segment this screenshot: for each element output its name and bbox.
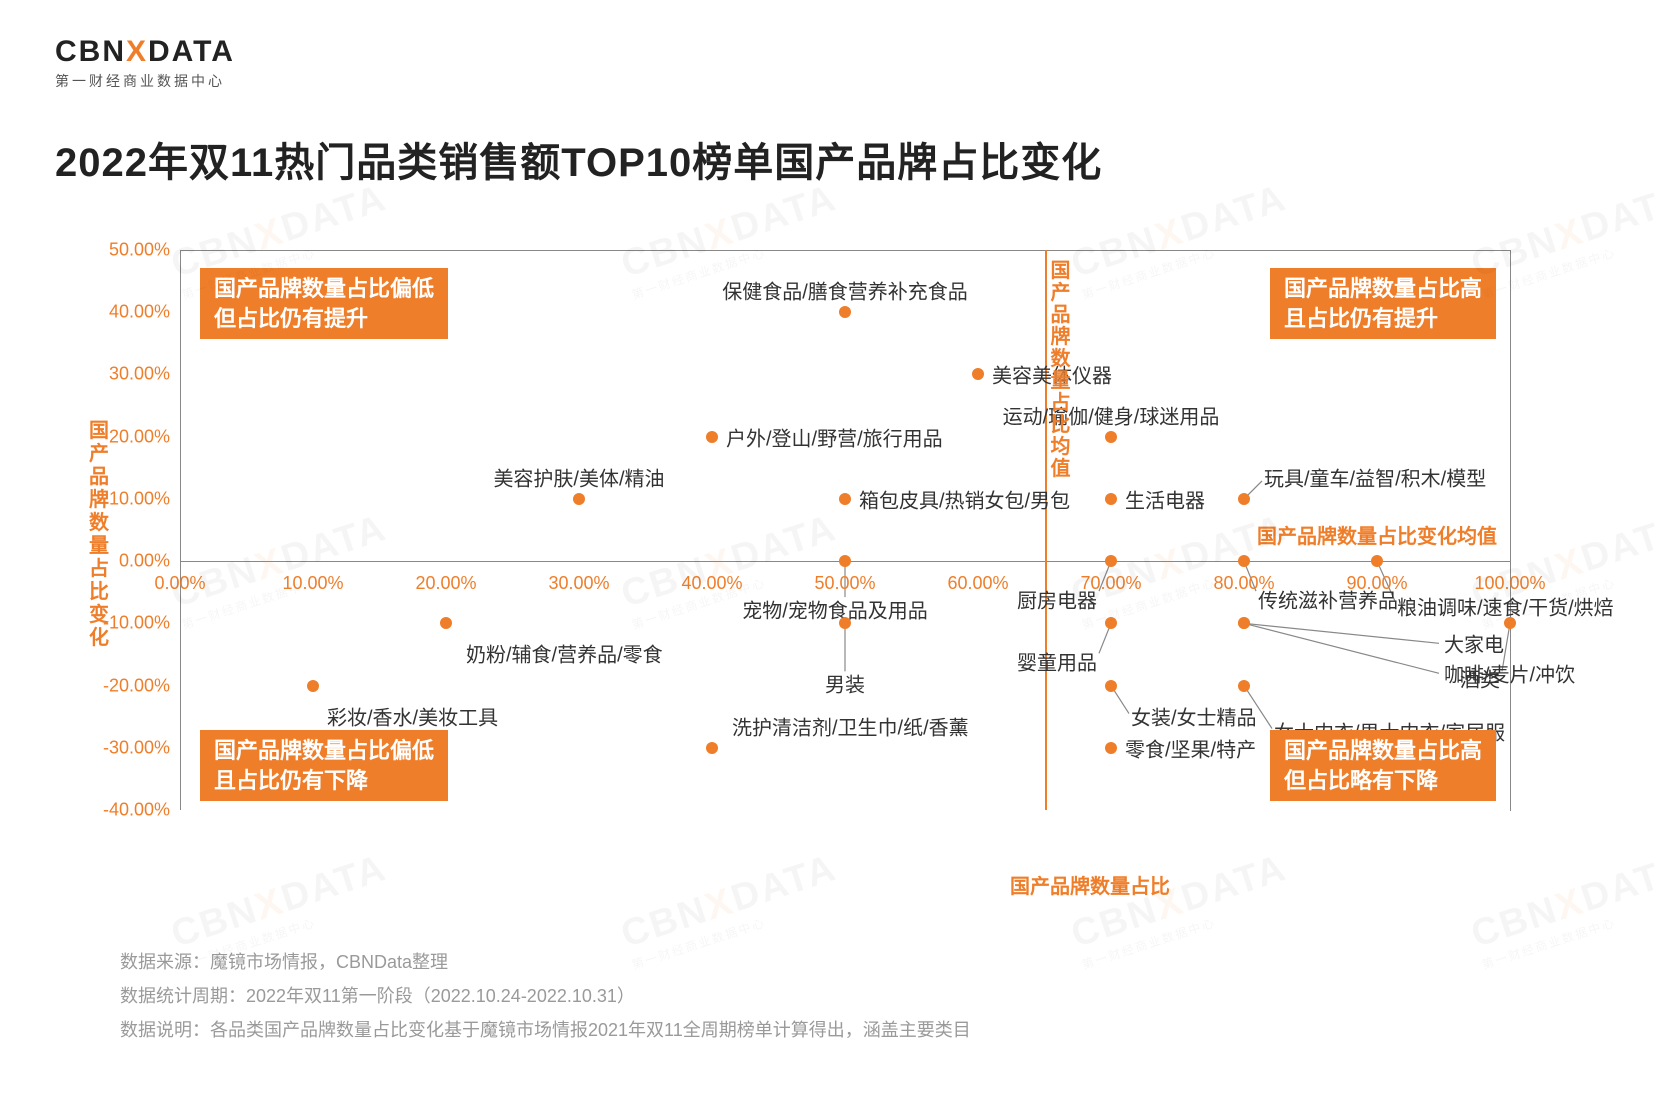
data-point-label: 男装	[825, 669, 865, 698]
data-point	[1105, 617, 1117, 629]
x-tick: 40.00%	[681, 573, 742, 594]
watermark: CBNXDATA第一财经商业数据中心	[1466, 847, 1661, 973]
mean-change-label: 国产品牌数量占比变化均值	[1257, 520, 1497, 549]
data-point-label: 彩妆/香水/美妆工具	[327, 701, 498, 730]
data-point	[440, 617, 452, 629]
x-tick: 20.00%	[415, 573, 476, 594]
data-point	[307, 680, 319, 692]
y-tick: 40.00%	[90, 302, 170, 323]
footer-line: 数据来源：魔镜市场情报，CBNData整理	[120, 945, 971, 979]
data-point-label: 零食/坚果/特产	[1125, 733, 1256, 762]
data-point	[706, 742, 718, 754]
mean-vertical-label: 国产品牌数量占比均值	[1051, 260, 1073, 480]
data-point-label: 大家电	[1444, 629, 1504, 658]
x-tick: 50.00%	[814, 573, 875, 594]
data-point-label: 女装/女士精品	[1131, 701, 1257, 730]
x-tick: 10.00%	[282, 573, 343, 594]
data-point	[839, 306, 851, 318]
data-point	[839, 555, 851, 567]
data-point-label: 保健食品/膳食营养补充食品	[722, 276, 968, 305]
quadrant-label: 国产品牌数量占比高 但占比略有下降	[1270, 730, 1496, 801]
data-point-label: 户外/登山/野营/旅行用品	[726, 422, 943, 451]
data-point-label: 运动/瑜伽/健身/球迷用品	[1003, 400, 1220, 429]
data-point	[573, 493, 585, 505]
data-point-label: 宠物/宠物食品及用品	[742, 595, 928, 624]
data-point	[839, 617, 851, 629]
quadrant-label: 国产品牌数量占比偏低 但占比仍有提升	[200, 268, 448, 339]
page-title: 2022年双11热门品类销售额TOP10榜单国产品牌占比变化	[55, 130, 1102, 188]
data-point-label: 箱包皮具/热销女包/男包	[859, 484, 1070, 513]
data-point-label: 酒类	[1460, 664, 1500, 693]
y-tick: 30.00%	[90, 364, 170, 385]
logo-subtitle: 第一财经商业数据中心	[55, 71, 235, 91]
data-point	[1105, 493, 1117, 505]
footer-line: 数据说明：各品类国产品牌数量占比变化基于魔镜市场情报2021年双11全周期榜单计…	[120, 1013, 971, 1047]
quadrant-label: 国产品牌数量占比高 且占比仍有提升	[1270, 268, 1496, 339]
y-tick: -10.00%	[90, 613, 170, 634]
data-source-footer: 数据来源：魔镜市场情报，CBNData整理 数据统计周期：2022年双11第一阶…	[120, 945, 971, 1048]
x-tick: 0.00%	[154, 573, 205, 594]
logo-text: CBNXDATA	[55, 35, 235, 69]
footer-line: 数据统计周期：2022年双11第一阶段（2022.10.24-2022.10.3…	[120, 979, 971, 1013]
quadrant-label: 国产品牌数量占比偏低 且占比仍有下降	[200, 730, 448, 801]
x-tick: 70.00%	[1080, 573, 1141, 594]
y-tick: 10.00%	[90, 488, 170, 509]
x-tick: 100.00%	[1474, 573, 1545, 594]
x-tick: 30.00%	[548, 573, 609, 594]
data-point	[706, 431, 718, 443]
data-point	[1504, 617, 1516, 629]
data-point-label: 玩具/童车/益智/积木/模型	[1264, 462, 1486, 491]
data-point	[1238, 555, 1250, 567]
data-point-label: 洗护清洁剂/卫生巾/纸/香薰	[732, 711, 969, 740]
y-tick: 20.00%	[90, 426, 170, 447]
data-point-label: 婴童用品	[1017, 647, 1097, 676]
y-tick: -20.00%	[90, 675, 170, 696]
data-point	[1105, 680, 1117, 692]
x-axis-label: 国产品牌数量占比	[1010, 870, 1170, 899]
data-point-label: 奶粉/辅食/营养品/零食	[466, 639, 663, 668]
x-tick: 80.00%	[1213, 573, 1274, 594]
data-point	[1105, 742, 1117, 754]
data-point	[1238, 493, 1250, 505]
data-point	[1238, 617, 1250, 629]
data-point	[1238, 680, 1250, 692]
data-point	[972, 368, 984, 380]
data-point	[1371, 555, 1383, 567]
data-point-label: 生活电器	[1125, 484, 1205, 513]
data-point	[1105, 555, 1117, 567]
watermark: CBNXDATA第一财经商业数据中心	[1066, 847, 1297, 973]
x-tick: 90.00%	[1346, 573, 1407, 594]
y-tick: -40.00%	[90, 800, 170, 821]
data-point-label: 美容护肤/美体/精油	[493, 462, 664, 491]
y-tick: 50.00%	[90, 240, 170, 261]
x-tick: 60.00%	[947, 573, 1008, 594]
data-point	[839, 493, 851, 505]
y-tick: 0.00%	[90, 551, 170, 572]
data-point-label: 粮油调味/速食/干货/烘焙	[1397, 592, 1614, 621]
logo: CBNXDATA 第一财经商业数据中心	[55, 35, 235, 91]
y-tick: -30.00%	[90, 737, 170, 758]
data-point	[1105, 431, 1117, 443]
